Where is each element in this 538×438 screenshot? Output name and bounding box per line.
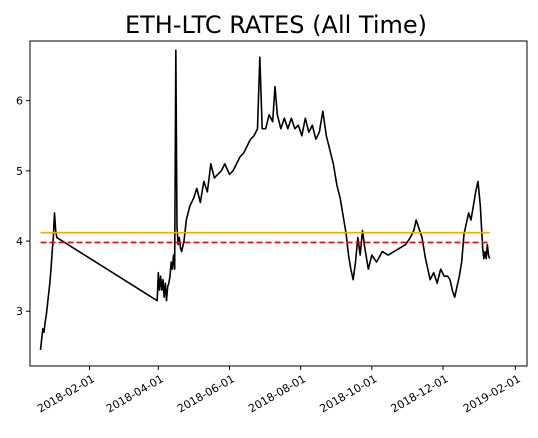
x-axis: 2018-02-01 2018-04-01 2018-06-01 2018-08-01… [35,366,523,415]
plot-frame [29,40,528,367]
y-tick-label: 6 [16,95,23,108]
x-tick-label: 2018-06-01 [175,372,237,415]
y-tick-label: 3 [16,305,23,318]
y-tick-label: 4 [16,235,23,248]
chart-title: ETH-LTC RATES (All Time) [125,11,427,39]
plot-area [39,49,491,350]
x-tick-label: 2018-10-01 [317,372,379,415]
x-tick-label: 2018-12-01 [389,372,451,415]
series-line-1 [39,49,491,350]
y-tick-label: 5 [16,165,23,178]
x-tick-label: 2018-02-01 [35,372,97,415]
x-tick-label: 2018-08-01 [246,372,308,415]
x-tick-label: 2018-04-01 [104,372,166,415]
x-tick-label: 2019-02-01 [461,372,523,415]
y-axis: 3 4 5 6 [16,95,30,318]
